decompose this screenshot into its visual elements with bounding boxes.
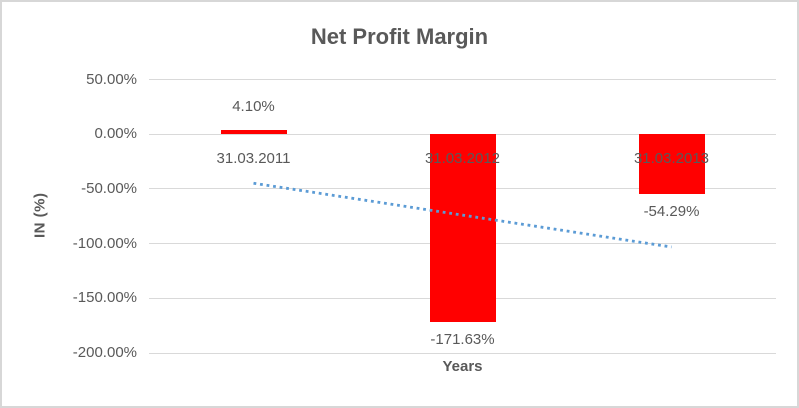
data-label: -171.63% xyxy=(430,330,495,348)
data-label: -54.29% xyxy=(643,202,700,220)
data-label: 4.10% xyxy=(232,97,275,115)
gridline xyxy=(149,352,776,354)
trendline-path xyxy=(253,181,672,249)
category-label: 31.03.2012 xyxy=(424,150,501,167)
gridline xyxy=(149,79,776,80)
bar xyxy=(638,134,705,194)
y-axis-tick-label: 50.00% xyxy=(86,70,137,88)
x-axis-title: Years xyxy=(442,358,483,375)
y-axis-tick-label: -50.00% xyxy=(81,179,137,197)
y-axis-tick-label: -200.00% xyxy=(72,344,137,361)
bar xyxy=(220,129,287,135)
bar xyxy=(429,134,496,322)
category-label: 31.03.2011 xyxy=(216,150,291,167)
y-axis-tick-label: -150.00% xyxy=(72,289,137,307)
category-label: 31.03.2013 xyxy=(633,150,710,167)
y-axis-tick-label: 0.00% xyxy=(94,125,137,143)
y-axis-tick-label: -100.00% xyxy=(72,234,137,252)
chart-title: Net Profit Margin xyxy=(310,24,489,49)
